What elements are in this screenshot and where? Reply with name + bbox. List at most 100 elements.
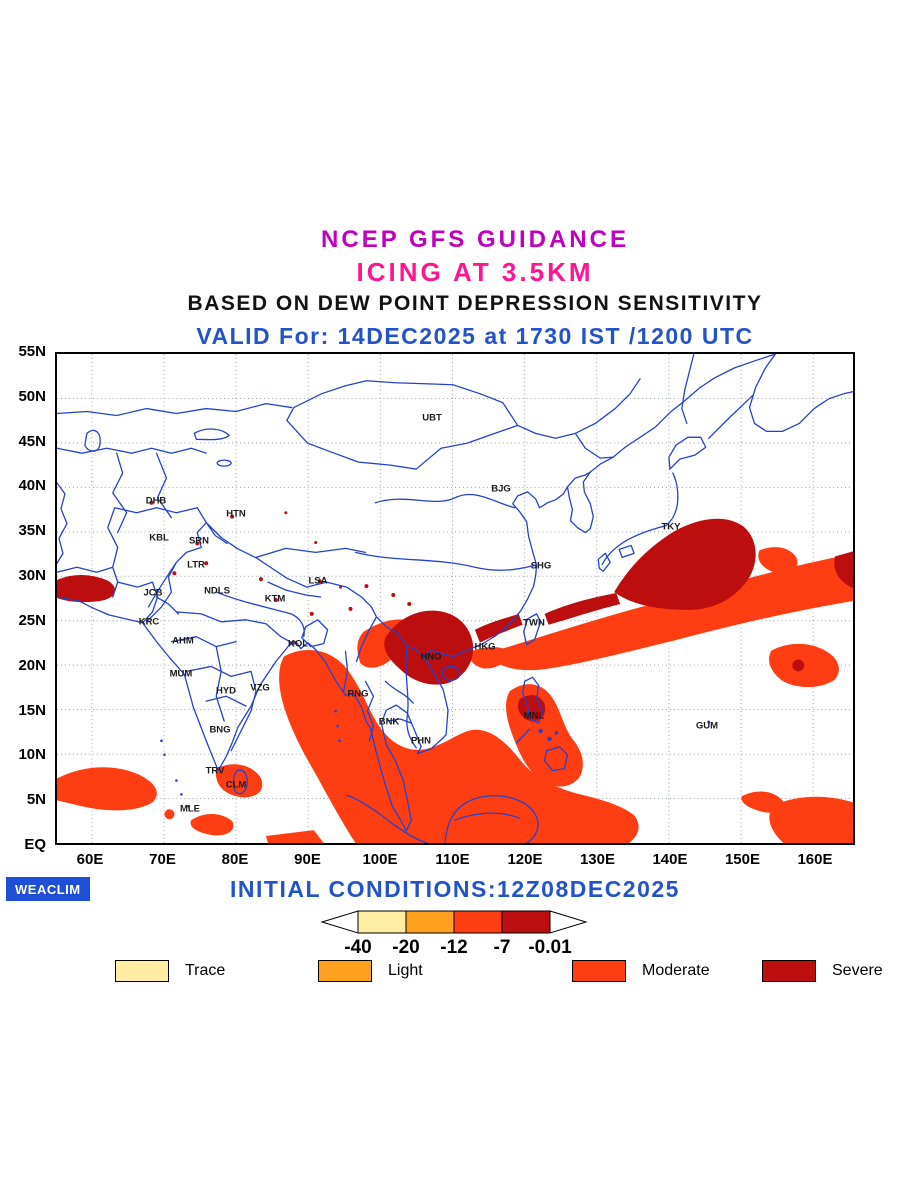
icing-region-severe	[544, 593, 621, 625]
station-label-jcb: JCB	[143, 587, 163, 599]
station-label-shg: SHG	[530, 560, 552, 572]
icing-region	[279, 650, 639, 843]
station-label-lsa: LSA	[308, 575, 328, 587]
icing-region	[758, 547, 798, 574]
icing-region	[741, 791, 784, 813]
station-label-htn: HTN	[226, 508, 246, 520]
border-mongolia	[286, 380, 519, 470]
station-label-bjg: BJG	[491, 483, 511, 495]
x-tick-90e: 90E	[294, 851, 321, 868]
coastline-hainan	[441, 665, 461, 681]
station-label-vzg: VZG	[250, 682, 270, 694]
station-label-srn: SRN	[188, 535, 210, 547]
x-axis-labels: 60E 70E 80E 90E 100E 110E 120E 130E 140E 150E 160E	[55, 851, 855, 871]
weaclim-badge: WEACLIM	[6, 877, 90, 901]
x-tick-110e: 110E	[435, 851, 470, 868]
icing-region	[190, 813, 234, 836]
icing-region-severe	[834, 551, 853, 589]
station-label-trv: TRV	[205, 765, 225, 777]
title-method: BASED ON DEW POINT DEPRESSION SENSITIVIT…	[187, 292, 763, 315]
lakes	[57, 428, 230, 564]
station-label-hno: HNO	[420, 651, 442, 663]
x-tick-130e: 130E	[579, 851, 616, 868]
station-label-rng: RNG	[347, 688, 369, 700]
y-tick-eq: EQ	[24, 836, 46, 853]
x-tick-60e: 60E	[76, 851, 104, 868]
y-tick-30n: 30N	[18, 567, 46, 585]
x-tick-100e: 100E	[362, 851, 398, 868]
coastline-russia	[681, 354, 853, 439]
legend-swatch-light	[318, 960, 372, 982]
title-model: NCEP GFS GUIDANCE	[321, 226, 629, 253]
station-label-kol: KOL	[287, 638, 309, 650]
icing-region-severe	[57, 575, 116, 603]
legend-item-moderate: Moderate	[572, 960, 710, 982]
legend-label-severe: Severe	[832, 962, 883, 979]
legend-swatch-severe	[762, 960, 816, 982]
station-label-krc: KRC	[138, 616, 160, 628]
icing-region	[486, 553, 853, 671]
icing-region	[57, 767, 157, 811]
colorbar-left-arrow	[320, 910, 359, 934]
station-label-bnk: BNK	[378, 716, 400, 728]
title-product: ICING AT 3.5KM	[356, 257, 594, 287]
icing-region	[265, 830, 324, 843]
legend-item-trace: Trace	[115, 960, 225, 982]
station-label-tky: TKY	[661, 521, 681, 533]
station-labels: UBT BJG TKY SHG TWN HKG HNO MNL GUM DHB HTN KBL SRN L…	[57, 354, 853, 843]
x-tick-140e: 140E	[652, 851, 688, 868]
y-tick-55n: 55N	[18, 343, 46, 360]
icing-region	[215, 764, 263, 798]
station-label-ahm: AHM	[172, 635, 194, 647]
icing-region	[769, 796, 853, 843]
station-label-gum: GUM	[695, 720, 719, 732]
legend-label-light: Light	[388, 962, 423, 979]
borders-china	[196, 378, 641, 749]
colorbar-tick-1: -40	[344, 937, 372, 958]
colorbar-segment-trace	[357, 910, 407, 934]
icing-region-severe	[792, 659, 805, 672]
legend-item-light: Light	[318, 960, 423, 982]
station-label-ubt: UBT	[422, 412, 442, 424]
y-axis-labels: 55N 50N 45N 40N 35N 30N 25N 20N 15N 10N 5N EQ	[0, 343, 50, 853]
station-label-mle: MLE	[179, 803, 201, 815]
station-label-clm: CLM	[225, 779, 247, 791]
x-tick-120e: 120E	[507, 851, 543, 868]
legend-label-moderate: Moderate	[642, 962, 710, 979]
x-tick-160e: 160E	[797, 851, 833, 868]
legend-item-severe: Severe	[762, 960, 883, 982]
island-dots	[160, 709, 711, 808]
colorbar-tick-4: -7	[493, 937, 511, 958]
initial-conditions-text: INITIAL CONDITIONS:12Z08DEC2025	[230, 876, 680, 902]
rivers-china	[255, 493, 537, 571]
x-tick-150e: 150E	[724, 851, 761, 868]
coastline-islands	[232, 613, 569, 843]
icing-severe-regions	[57, 500, 853, 722]
map-frame: UBT BJG TKY SHG TWN HKG HNO MNL GUM DHB HTN KBL SRN L…	[55, 352, 855, 845]
x-tick-70e: 70E	[149, 851, 176, 868]
border-borneo	[454, 812, 521, 821]
title-valid-time: VALID For: 14DEC2025 at 1730 IST /1200 U…	[196, 323, 754, 349]
station-label-bng: BNG	[209, 724, 231, 736]
station-label-kbl: KBL	[149, 532, 169, 544]
colorbar-labels: -40 -20 -12 -7 -0.01	[318, 937, 588, 959]
icing-region	[164, 809, 175, 820]
colorbar-segment-moderate	[453, 910, 503, 934]
coastline-japan	[597, 436, 707, 572]
map-canvas	[57, 354, 853, 843]
station-label-ndls: NDLS	[204, 585, 230, 597]
colorbar-segment-severe	[501, 910, 551, 934]
station-label-phn: PHN	[410, 735, 432, 747]
y-tick-25n: 25N	[18, 611, 46, 629]
lake-issyk	[216, 459, 232, 467]
y-tick-35n: 35N	[18, 522, 46, 540]
y-tick-45n: 45N	[18, 432, 46, 450]
station-label-ktm: KTM	[264, 593, 286, 605]
legend-swatch-moderate	[572, 960, 626, 982]
y-tick-50n: 50N	[18, 387, 46, 405]
legend-label-trace: Trace	[185, 962, 226, 979]
station-label-dhb: DHB	[145, 495, 167, 507]
colorbar-right-arrow	[549, 910, 588, 934]
y-tick-40n: 40N	[18, 477, 46, 495]
